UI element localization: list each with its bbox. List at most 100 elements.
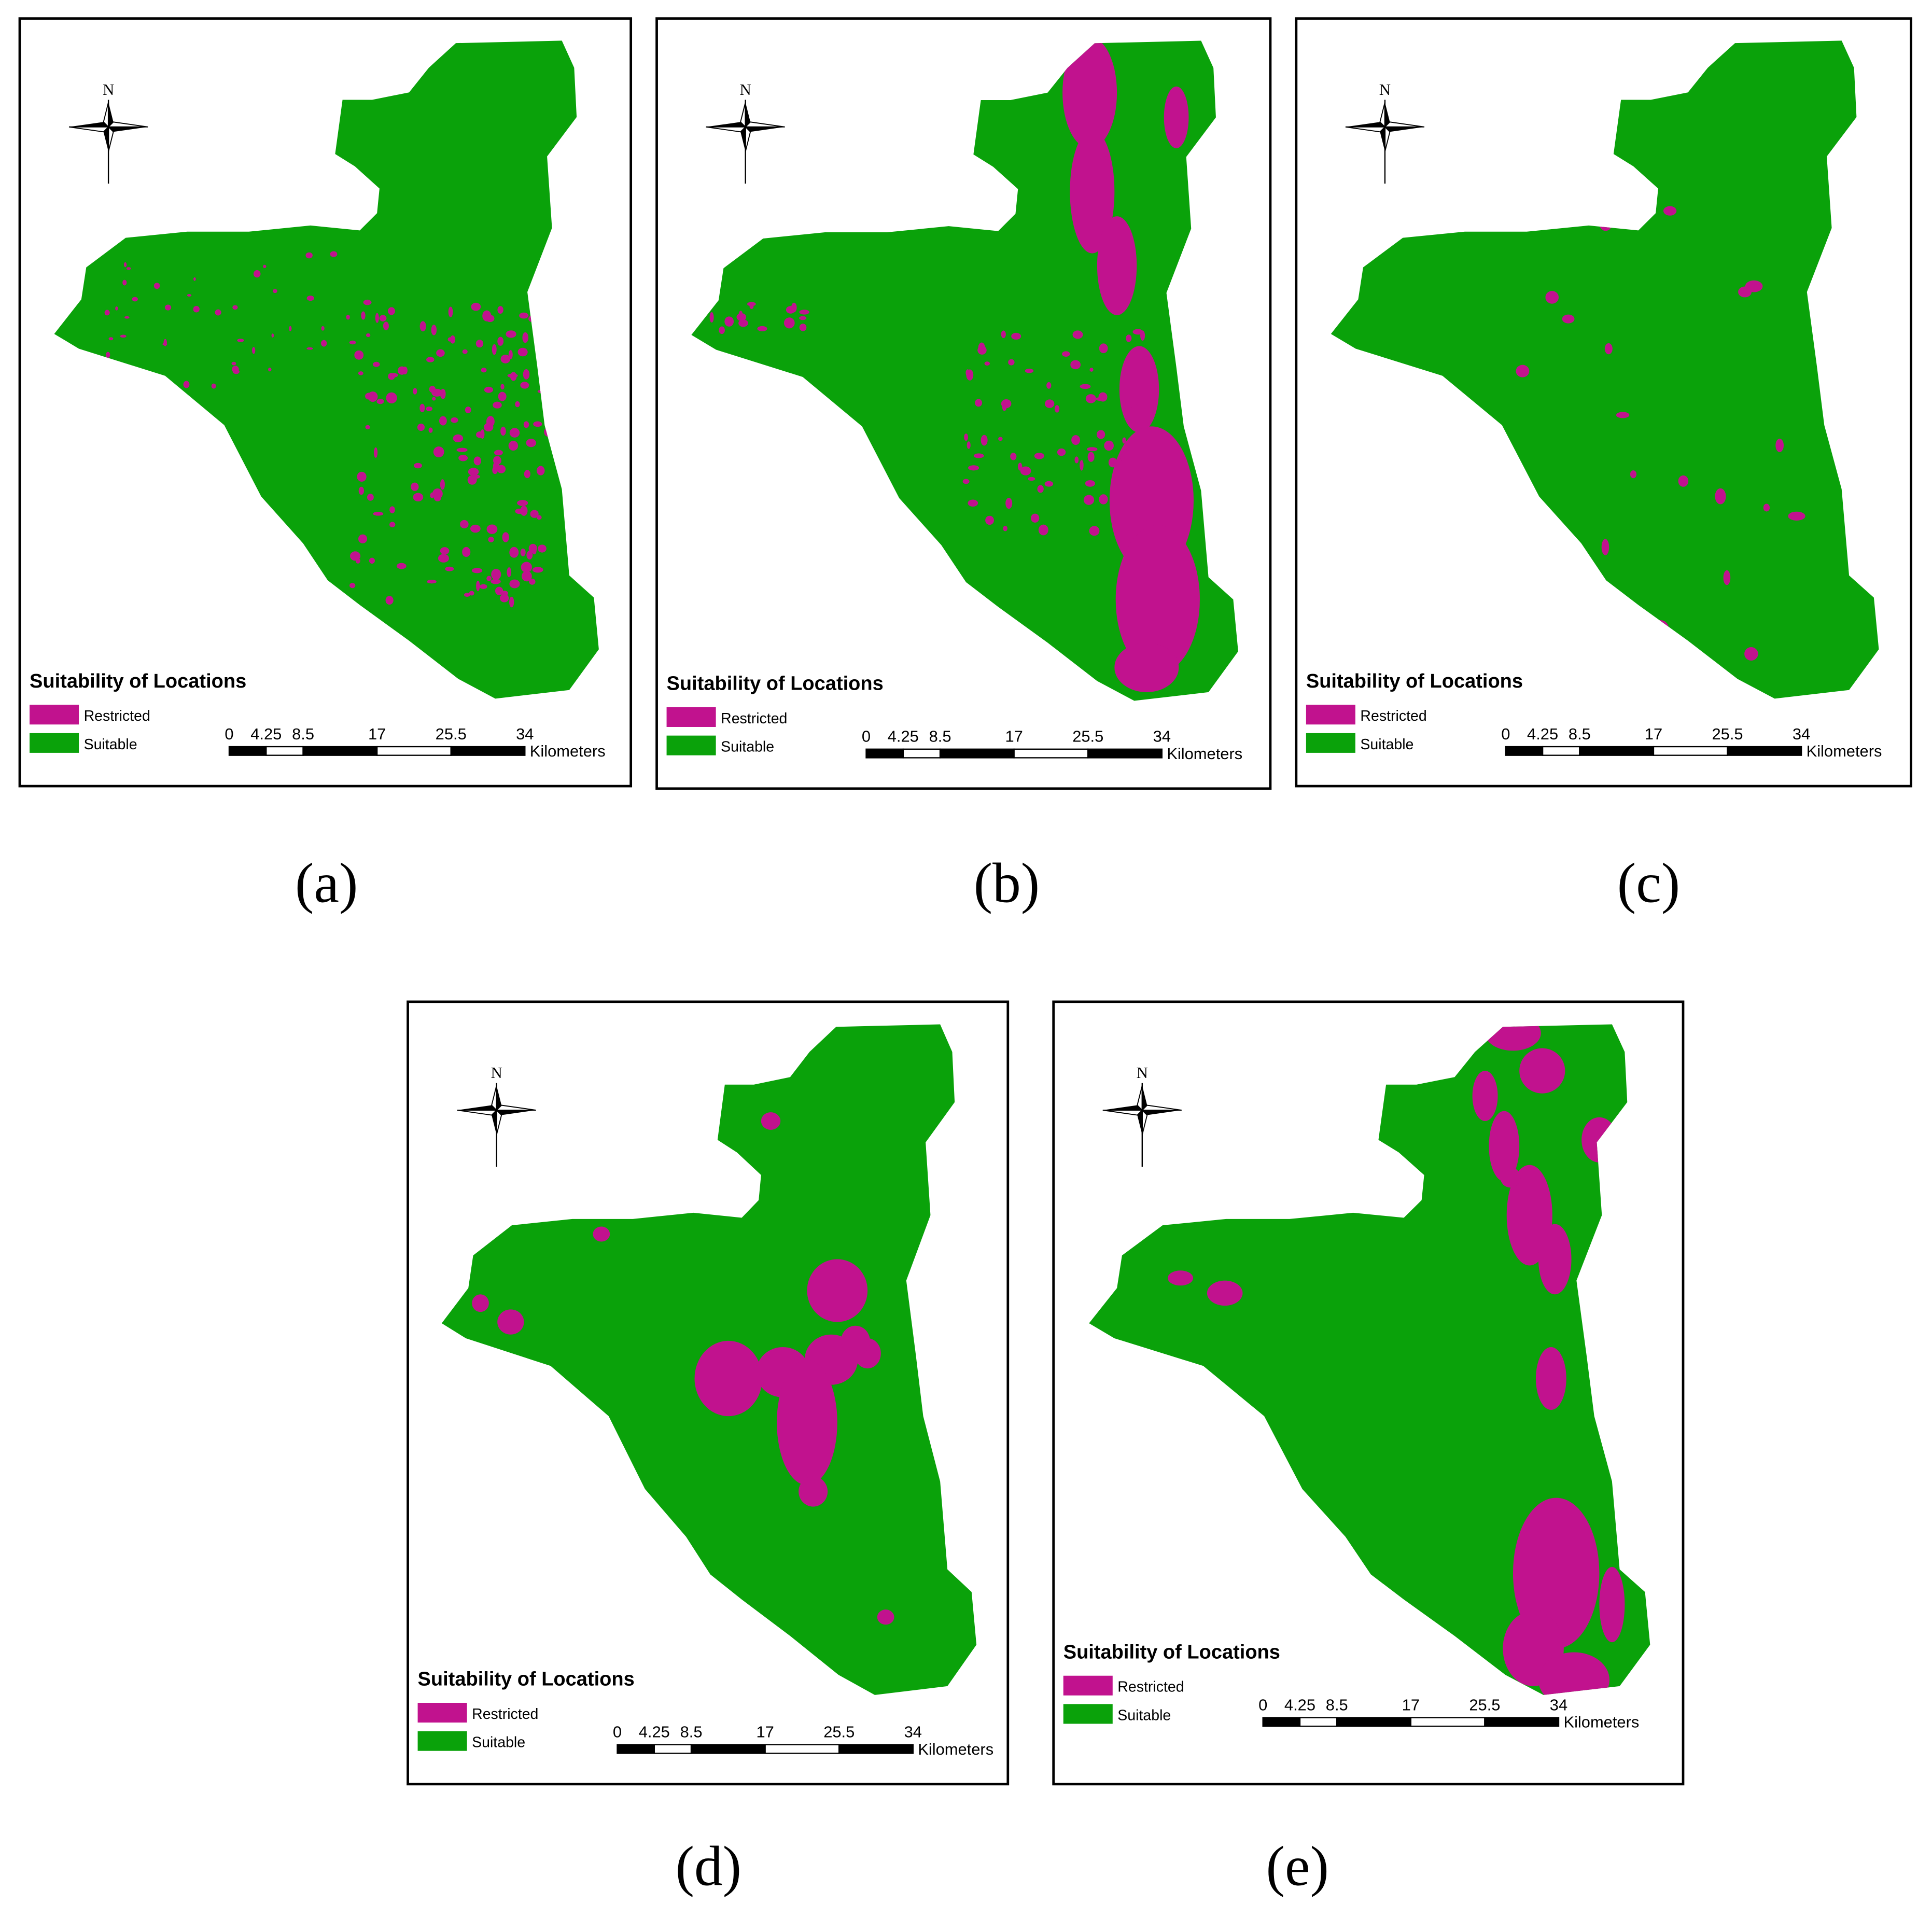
restricted-patch xyxy=(440,388,446,399)
restricted-patch xyxy=(363,299,372,305)
restricted-patch xyxy=(998,437,1003,441)
map-panel: N Suitability of Locations Restricted Suita… xyxy=(1295,17,1912,788)
restricted-patch xyxy=(1788,511,1805,521)
restricted-patch xyxy=(1028,477,1035,481)
restricted-patch xyxy=(419,403,425,413)
restricted-patch xyxy=(757,326,767,332)
restricted-patch xyxy=(482,310,492,321)
legend-title: Suitability of Locations xyxy=(1306,670,1523,692)
restricted-patch xyxy=(104,310,110,316)
restricted-patch xyxy=(126,267,131,270)
map-panel: N Suitability of Locations Restricted Suita… xyxy=(18,17,633,788)
restricted-patch xyxy=(1545,291,1559,304)
restricted-patch xyxy=(346,314,350,320)
legend-swatch xyxy=(666,707,716,727)
region xyxy=(54,40,599,699)
restricted-patch xyxy=(517,347,528,357)
legend-swatch xyxy=(417,1731,467,1751)
restricted-patch xyxy=(507,373,518,378)
legend-swatch xyxy=(1306,705,1355,725)
restricted-patch xyxy=(215,309,221,316)
scale-segment xyxy=(1653,746,1728,756)
restricted-patch xyxy=(1126,334,1132,342)
restricted-patch xyxy=(1131,476,1141,486)
restricted-patch xyxy=(1031,513,1040,523)
restricted-patch xyxy=(1120,454,1125,461)
scale-tick-label: 0 xyxy=(862,727,871,746)
scale-tick-label: 4.25 xyxy=(639,1723,670,1741)
legend-swatch xyxy=(1306,733,1355,753)
map-panel: N Suitability of Locations Restricted Suita… xyxy=(655,17,1272,790)
scale-segment xyxy=(1484,1717,1560,1727)
scale-segment xyxy=(1727,746,1802,756)
restricted-patch xyxy=(1072,330,1083,339)
restricted-patch xyxy=(593,1226,610,1242)
restricted-patch xyxy=(536,515,542,520)
restricted-patch xyxy=(530,510,539,518)
restricted-patch xyxy=(305,252,313,259)
restricted-patch xyxy=(471,568,483,573)
restricted-patch xyxy=(476,431,484,438)
restricted-patch xyxy=(1044,481,1054,487)
scale-segment xyxy=(1579,746,1655,756)
restricted-areas xyxy=(104,251,553,608)
restricted-patch xyxy=(536,466,545,475)
restricted-patch xyxy=(1108,457,1117,468)
legend-label: Restricted xyxy=(1117,1679,1184,1696)
restricted-patch xyxy=(498,391,507,401)
scale-segment xyxy=(376,746,452,756)
restricted-patch xyxy=(984,361,990,366)
restricted-patch xyxy=(447,337,452,342)
restricted-patch xyxy=(532,567,543,573)
restricted-patch xyxy=(106,352,110,358)
legend-swatch xyxy=(30,733,79,753)
scale-tick-label: 17 xyxy=(1645,725,1662,743)
restricted-patch xyxy=(413,493,424,501)
restricted-patch xyxy=(231,361,236,366)
restricted-patch xyxy=(499,594,509,603)
scale-tick-label: 17 xyxy=(1005,727,1023,746)
restricted-patch xyxy=(306,347,313,350)
scale-segment xyxy=(228,746,267,756)
scale-tick-label: 25.5 xyxy=(1469,1696,1500,1714)
restricted-patch xyxy=(1083,495,1095,505)
restricted-patch xyxy=(453,434,464,442)
scale-tick-label: 0 xyxy=(1258,1696,1267,1714)
legend-label: Suitable xyxy=(472,1734,525,1751)
restricted-patch xyxy=(388,307,395,315)
restricted-patch xyxy=(438,554,449,563)
restricted-patch xyxy=(1630,470,1637,479)
scale-segment xyxy=(1262,1717,1301,1727)
restricted-patch xyxy=(1003,525,1007,531)
restricted-patch xyxy=(433,446,444,458)
restricted-patch xyxy=(373,361,380,367)
restricted-patch xyxy=(272,289,277,293)
restricted-patch xyxy=(379,315,387,321)
restricted-patch xyxy=(115,306,118,311)
restricted-patch xyxy=(981,435,988,446)
restricted-patch xyxy=(497,1309,524,1335)
scale-tick-label: 4.25 xyxy=(1284,1696,1315,1714)
restricted-patch xyxy=(533,421,542,427)
restricted-patch xyxy=(1115,525,1200,674)
restricted-patch xyxy=(1723,570,1731,585)
restricted-patch xyxy=(1519,1048,1565,1094)
restricted-patch xyxy=(973,453,984,458)
restricted-patch xyxy=(1538,1224,1572,1295)
north-arrow: N xyxy=(457,1063,536,1167)
restricted-patch xyxy=(1037,485,1044,493)
restricted-patch xyxy=(1562,314,1575,324)
restricted-patch xyxy=(429,386,436,393)
restricted-patch xyxy=(349,583,356,589)
restricted-patch xyxy=(1131,404,1138,409)
restricted-patch xyxy=(1775,438,1784,452)
scale-unit: Kilometers xyxy=(1167,745,1242,763)
scale-unit: Kilometers xyxy=(1563,1713,1639,1731)
restricted-patch xyxy=(1080,459,1084,471)
restricted-patch xyxy=(253,270,261,278)
restricted-patch xyxy=(1500,1167,1521,1188)
restricted-patch xyxy=(1139,513,1149,521)
restricted-patch xyxy=(1011,332,1021,340)
restricted-patch xyxy=(271,333,274,338)
restricted-patch xyxy=(493,456,501,465)
